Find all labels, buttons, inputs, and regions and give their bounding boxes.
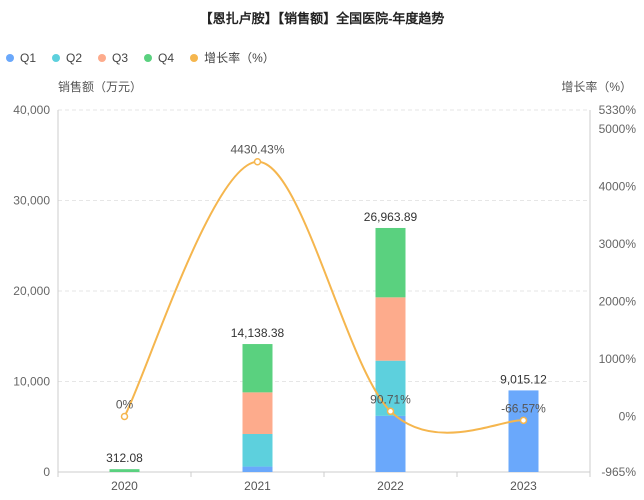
legend: Q1 Q2 Q3 Q4 增长率（%） [6, 49, 291, 66]
bar-total-label: 14,138.38 [231, 326, 285, 340]
legend-marker-q1 [6, 53, 14, 62]
legend-item-q2[interactable]: Q2 [52, 51, 82, 65]
legend-label-q2: Q2 [66, 50, 83, 65]
bar-total-label: 9,015.12 [500, 372, 547, 386]
bar-total-label: 26,963.89 [364, 210, 418, 224]
legend-item-q4[interactable]: Q4 [144, 51, 174, 65]
y-right-tick-label: 0% [619, 410, 637, 424]
y-left-tick-label: 40,000 [13, 103, 50, 117]
bar-segment-q4 [109, 469, 140, 472]
growth-point [519, 416, 528, 425]
y-left-tick-label: 20,000 [13, 284, 50, 298]
x-tick-label: 2023 [510, 479, 537, 493]
y-right-tick-label: 5330% [599, 103, 637, 117]
legend-item-growth[interactable]: 增长率（%） [190, 49, 275, 66]
growth-point [253, 157, 262, 166]
legend-item-q3[interactable]: Q3 [98, 51, 128, 65]
legend-label-q3: Q3 [112, 50, 129, 65]
y-axis-left-title: 销售额（万元） [58, 80, 143, 94]
bar-segment-q2 [242, 433, 273, 467]
legend-label-growth: 增长率（%） [204, 51, 275, 65]
chart-title: 【恩扎卢胺】【销售额】全国医院-年度趋势 [199, 11, 445, 26]
y-axis-right-title: 增长率（%） [561, 80, 632, 94]
bar-segment-q1 [242, 466, 273, 472]
legend-item-q1[interactable]: Q1 [6, 51, 36, 65]
bar-total-label: 312.08 [106, 451, 143, 465]
y-left-tick-label: 30,000 [13, 194, 50, 208]
legend-label-q4: Q4 [158, 50, 175, 65]
growth-label: 4430.43% [230, 143, 284, 157]
legend-marker-growth [190, 53, 199, 62]
bar-segment-q1 [508, 390, 539, 472]
legend-marker-q3 [98, 53, 107, 62]
bar-segment-q4 [242, 344, 273, 393]
bar-segment-q3 [375, 297, 406, 361]
growth-point [120, 412, 129, 421]
y-right-tick-label: 2000% [599, 294, 637, 308]
y-right-tick-label: 1000% [599, 352, 637, 366]
growth-point [386, 407, 395, 416]
y-left-tick-label: 10,000 [13, 375, 50, 389]
legend-marker-q2 [52, 53, 61, 62]
x-tick-label: 2020 [111, 479, 138, 493]
growth-label: 90.71% [370, 392, 411, 406]
y-right-tick-label: 3000% [599, 237, 637, 251]
bar-segment-q3 [242, 392, 273, 434]
y-right-tick-label: -965% [601, 465, 636, 479]
x-tick-label: 2022 [377, 479, 404, 493]
growth-label: -66.57% [501, 401, 546, 415]
legend-marker-q4 [144, 53, 153, 62]
bar-segment-q1 [375, 415, 406, 472]
bar-segment-q4 [375, 227, 406, 298]
y-right-tick-label: 5000% [599, 122, 637, 136]
growth-line [123, 160, 524, 434]
y-left-tick-label: 0 [43, 465, 50, 479]
bar-segment-q2 [375, 360, 406, 416]
growth-label: 0% [116, 398, 134, 412]
x-tick-label: 2021 [244, 479, 271, 493]
y-right-tick-label: 4000% [599, 179, 637, 193]
legend-label-q1: Q1 [20, 50, 37, 65]
